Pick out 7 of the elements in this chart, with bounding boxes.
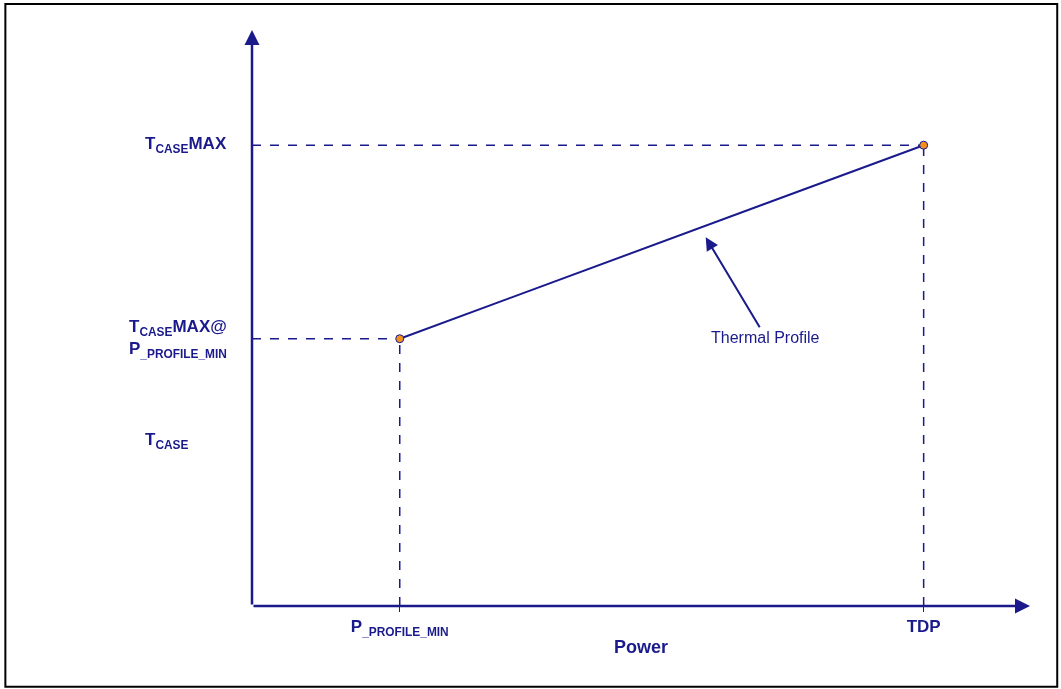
y-axis-title: T$_{CASE}$ bbox=[145, 430, 189, 452]
ref-line-label: T$_{CASE}$MAX bbox=[145, 134, 227, 156]
annotation: Thermal Profile bbox=[711, 329, 820, 346]
x-tick-label: P$_{_PROFILE_MIN}$ bbox=[350, 617, 449, 639]
x-tick-label: TDP bbox=[906, 617, 941, 637]
text: T$_{CASE}$MAX@ P$_{_PROFILE_MIN}$ bbox=[129, 317, 227, 361]
x-axis-title: Power bbox=[613, 637, 669, 658]
